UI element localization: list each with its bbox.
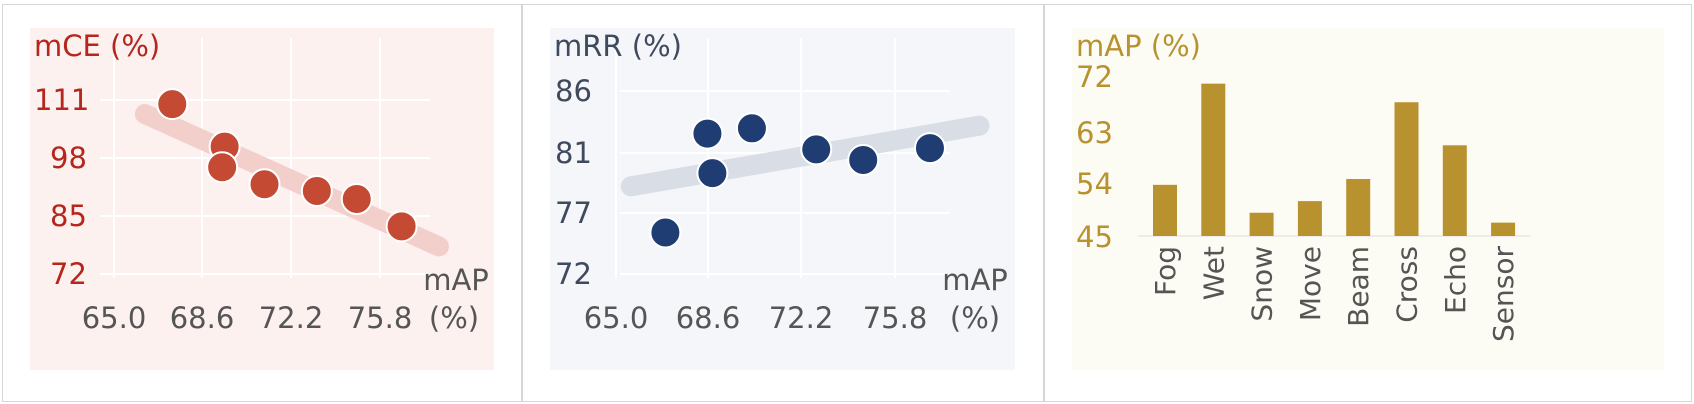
- x-tick-label: 68.6: [676, 301, 741, 335]
- mce-y-ticks: 111 98 85 72: [34, 83, 89, 291]
- mrr-chart: mRR (%) 86 81 77 72 65.0 68.6 72.2 75.8 …: [550, 28, 1015, 370]
- data-point: [649, 216, 682, 249]
- bar: [1491, 222, 1516, 236]
- y-tick-label: 81: [555, 136, 592, 170]
- x-category-label: Wet: [1197, 246, 1230, 300]
- mce-x-ticks: 65.0 68.6 72.2 75.8: [82, 301, 413, 335]
- y-tick-label: 86: [555, 74, 592, 108]
- data-point: [156, 88, 189, 121]
- mce-xlabel-line2: (%): [429, 301, 479, 335]
- y-tick-label: 85: [50, 199, 87, 233]
- x-category-label: Move: [1294, 246, 1327, 321]
- x-category-label: Cross: [1391, 246, 1424, 323]
- y-tick-label: 72: [50, 257, 87, 291]
- data-point: [300, 174, 333, 207]
- mce-chart: mCE (%) 111 98 85 72 65.0 68.6 72.2 75.8…: [30, 28, 494, 370]
- x-category-label: Fog: [1149, 246, 1182, 296]
- x-category-label: Beam: [1342, 246, 1375, 327]
- data-point: [248, 168, 281, 201]
- x-tick-label: 75.8: [863, 301, 928, 335]
- mrr-y-ticks: 86 81 77 72: [555, 74, 592, 291]
- x-category-label: Sensor: [1487, 246, 1520, 342]
- bar: [1297, 201, 1322, 236]
- map-title: mAP (%): [1076, 29, 1201, 63]
- y-tick-label: 111: [34, 83, 89, 117]
- mce-xlabel-line1: mAP: [423, 263, 489, 297]
- y-tick-label: 72: [1076, 60, 1113, 94]
- bar: [1442, 145, 1467, 236]
- x-category-label: Echo: [1439, 246, 1472, 314]
- bar: [1249, 212, 1274, 236]
- x-tick-label: 75.8: [348, 301, 413, 335]
- y-tick-label: 63: [1076, 116, 1113, 150]
- y-tick-label: 98: [50, 141, 87, 175]
- data-point: [800, 133, 833, 166]
- mrr-title: mRR (%): [554, 29, 682, 63]
- map-x-labels: Fog Wet Snow Move Beam Cross Echo Sensor: [1149, 246, 1520, 342]
- mce-chart-svg: mCE (%) 111 98 85 72 65.0 68.6 72.2 75.8…: [30, 28, 494, 370]
- data-point: [340, 183, 373, 216]
- mrr-chart-svg: mRR (%) 86 81 77 72 65.0 68.6 72.2 75.8 …: [550, 28, 1015, 370]
- bar: [1346, 179, 1371, 236]
- x-tick-label: 65.0: [82, 301, 147, 335]
- mrr-x-ticks: 65.0 68.6 72.2 75.8: [584, 301, 928, 335]
- mrr-plot-background: [550, 28, 1015, 370]
- data-point: [691, 117, 724, 150]
- y-tick-label: 54: [1076, 167, 1113, 201]
- map-chart: mAP (%) 72 63 54 45 Fog Wet Snow Move Beam Cr…: [1072, 28, 1664, 370]
- x-tick-label: 68.6: [170, 301, 235, 335]
- mce-points: [156, 88, 418, 243]
- map-y-ticks: 72 63 54 45: [1076, 60, 1113, 254]
- mrr-points: [649, 112, 946, 249]
- data-point: [385, 210, 418, 243]
- mrr-xlabel-line1: mAP: [942, 263, 1008, 297]
- x-tick-label: 72.2: [769, 301, 834, 335]
- y-tick-label: 77: [555, 196, 592, 230]
- map-bars: [1153, 83, 1516, 236]
- x-tick-label: 72.2: [259, 301, 324, 335]
- bar: [1201, 83, 1226, 236]
- data-point: [696, 157, 729, 190]
- y-tick-label: 45: [1076, 220, 1113, 254]
- x-tick-label: 65.0: [584, 301, 649, 335]
- bar: [1394, 102, 1419, 236]
- mce-title: mCE (%): [34, 29, 160, 63]
- x-category-label: Snow: [1246, 246, 1279, 322]
- data-point: [206, 151, 239, 184]
- mrr-xlabel-line2: (%): [950, 301, 1000, 335]
- data-point: [913, 132, 946, 165]
- data-point: [847, 143, 880, 176]
- bar: [1153, 184, 1177, 236]
- y-tick-label: 72: [555, 257, 592, 291]
- data-point: [735, 112, 768, 145]
- map-chart-svg: mAP (%) 72 63 54 45 Fog Wet Snow Move Beam Cr…: [1072, 28, 1664, 370]
